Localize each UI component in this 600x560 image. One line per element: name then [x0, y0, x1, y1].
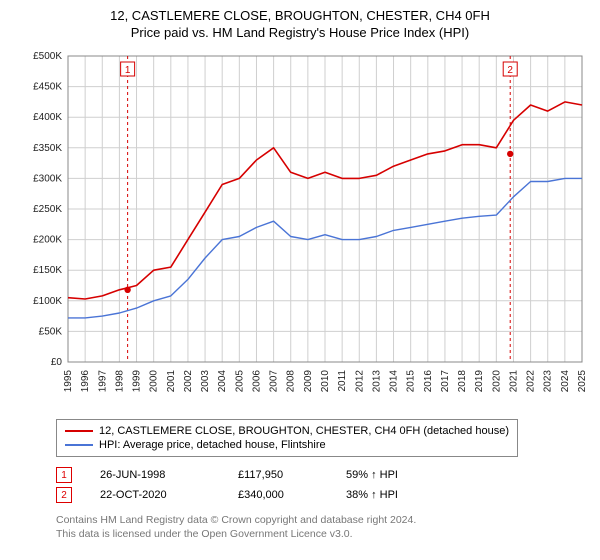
svg-text:£450K: £450K [33, 82, 62, 93]
svg-text:2015: 2015 [406, 370, 417, 393]
svg-text:2016: 2016 [423, 370, 434, 393]
svg-text:£500K: £500K [33, 51, 62, 62]
svg-text:2014: 2014 [389, 370, 400, 393]
event-marker: 2 [56, 487, 72, 503]
svg-text:2000: 2000 [149, 370, 160, 393]
title-line-2: Price paid vs. HM Land Registry's House … [12, 25, 588, 40]
event-price: £117,950 [238, 469, 318, 481]
svg-text:£400K: £400K [33, 112, 62, 123]
svg-text:£100K: £100K [33, 296, 62, 307]
svg-text:2013: 2013 [371, 370, 382, 393]
svg-text:2001: 2001 [166, 370, 177, 393]
svg-text:2021: 2021 [508, 370, 519, 393]
svg-text:£0: £0 [51, 357, 63, 368]
title-line-1: 12, CASTLEMERE CLOSE, BROUGHTON, CHESTER… [12, 8, 588, 23]
svg-text:2019: 2019 [474, 370, 485, 393]
svg-text:2010: 2010 [320, 370, 331, 393]
event-row: 1 26-JUN-1998 £117,950 59% ↑ HPI [56, 465, 588, 485]
event-row: 2 22-OCT-2020 £340,000 38% ↑ HPI [56, 485, 588, 505]
svg-text:£50K: £50K [39, 326, 63, 337]
svg-text:2024: 2024 [560, 370, 571, 393]
footer-line-2: This data is licensed under the Open Gov… [56, 527, 588, 541]
legend-swatch [65, 430, 93, 432]
svg-text:1996: 1996 [80, 370, 91, 393]
svg-text:1: 1 [125, 65, 131, 76]
events-table: 1 26-JUN-1998 £117,950 59% ↑ HPI 2 22-OCT-202… [56, 465, 588, 505]
legend-row: 12, CASTLEMERE CLOSE, BROUGHTON, CHESTER… [65, 424, 509, 438]
svg-text:2012: 2012 [354, 370, 365, 393]
svg-text:2017: 2017 [440, 370, 451, 393]
legend-swatch [65, 444, 93, 446]
svg-text:2023: 2023 [543, 370, 554, 393]
svg-text:2: 2 [507, 65, 513, 76]
svg-text:1995: 1995 [63, 370, 74, 393]
svg-text:2011: 2011 [337, 370, 348, 392]
svg-text:2009: 2009 [303, 370, 314, 393]
svg-text:2018: 2018 [457, 370, 468, 393]
svg-text:£350K: £350K [33, 143, 62, 154]
legend-label: HPI: Average price, detached house, Flin… [99, 439, 326, 451]
legend-label: 12, CASTLEMERE CLOSE, BROUGHTON, CHESTER… [99, 425, 509, 437]
chart-area: £0 £50K £100K £150K £200K £250K £300K £350K £400… [12, 48, 588, 413]
event-note: 59% ↑ HPI [346, 469, 398, 481]
svg-text:2006: 2006 [251, 370, 262, 393]
svg-text:1997: 1997 [97, 370, 108, 393]
svg-text:£250K: £250K [33, 204, 62, 215]
event-date: 26-JUN-1998 [100, 469, 210, 481]
svg-text:2007: 2007 [269, 370, 280, 393]
legend-box: 12, CASTLEMERE CLOSE, BROUGHTON, CHESTER… [56, 419, 518, 457]
event-note: 38% ↑ HPI [346, 489, 398, 501]
legend-row: HPI: Average price, detached house, Flin… [65, 438, 509, 452]
svg-text:1998: 1998 [114, 370, 125, 393]
svg-text:£200K: £200K [33, 235, 62, 246]
event-price: £340,000 [238, 489, 318, 501]
svg-text:2003: 2003 [200, 370, 211, 393]
svg-text:2008: 2008 [286, 370, 297, 393]
footer-line-1: Contains HM Land Registry data © Crown c… [56, 513, 588, 527]
svg-text:2025: 2025 [577, 370, 588, 393]
svg-text:2004: 2004 [217, 370, 228, 393]
svg-text:1999: 1999 [132, 370, 143, 393]
svg-text:£300K: £300K [33, 173, 62, 184]
svg-text:2005: 2005 [234, 370, 245, 393]
chart-container: 12, CASTLEMERE CLOSE, BROUGHTON, CHESTER… [0, 0, 600, 549]
event-marker: 1 [56, 467, 72, 483]
svg-text:2022: 2022 [526, 370, 537, 393]
event-date: 22-OCT-2020 [100, 489, 210, 501]
footer-attribution: Contains HM Land Registry data © Crown c… [56, 513, 588, 541]
svg-text:£150K: £150K [33, 265, 62, 276]
line-chart-svg: £0 £50K £100K £150K £200K £250K £300K £350K £400… [12, 48, 588, 408]
svg-text:2002: 2002 [183, 370, 194, 393]
svg-text:2020: 2020 [491, 370, 502, 393]
